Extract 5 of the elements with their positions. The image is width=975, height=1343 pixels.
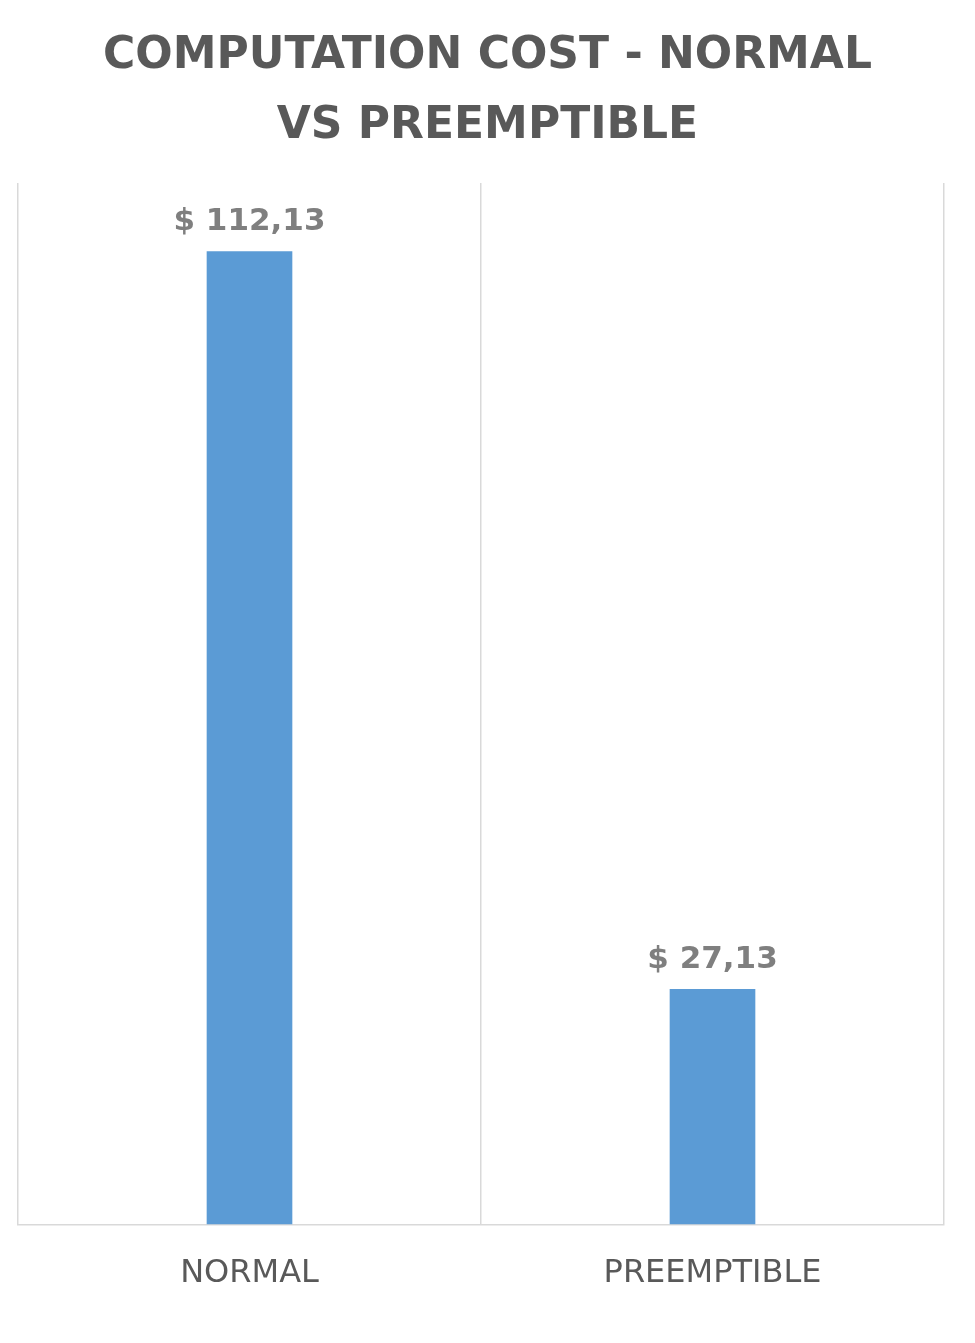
x-tick-label: PREEMPTIBLE	[603, 1252, 822, 1291]
data-label: $ 112,13	[173, 200, 326, 237]
chart-title: COMPUTATION COST - NORMAL VS PREEMPTIBLE	[102, 26, 873, 150]
x-tick-label: NORMAL	[180, 1252, 320, 1291]
data-label: $ 27,13	[647, 938, 778, 975]
